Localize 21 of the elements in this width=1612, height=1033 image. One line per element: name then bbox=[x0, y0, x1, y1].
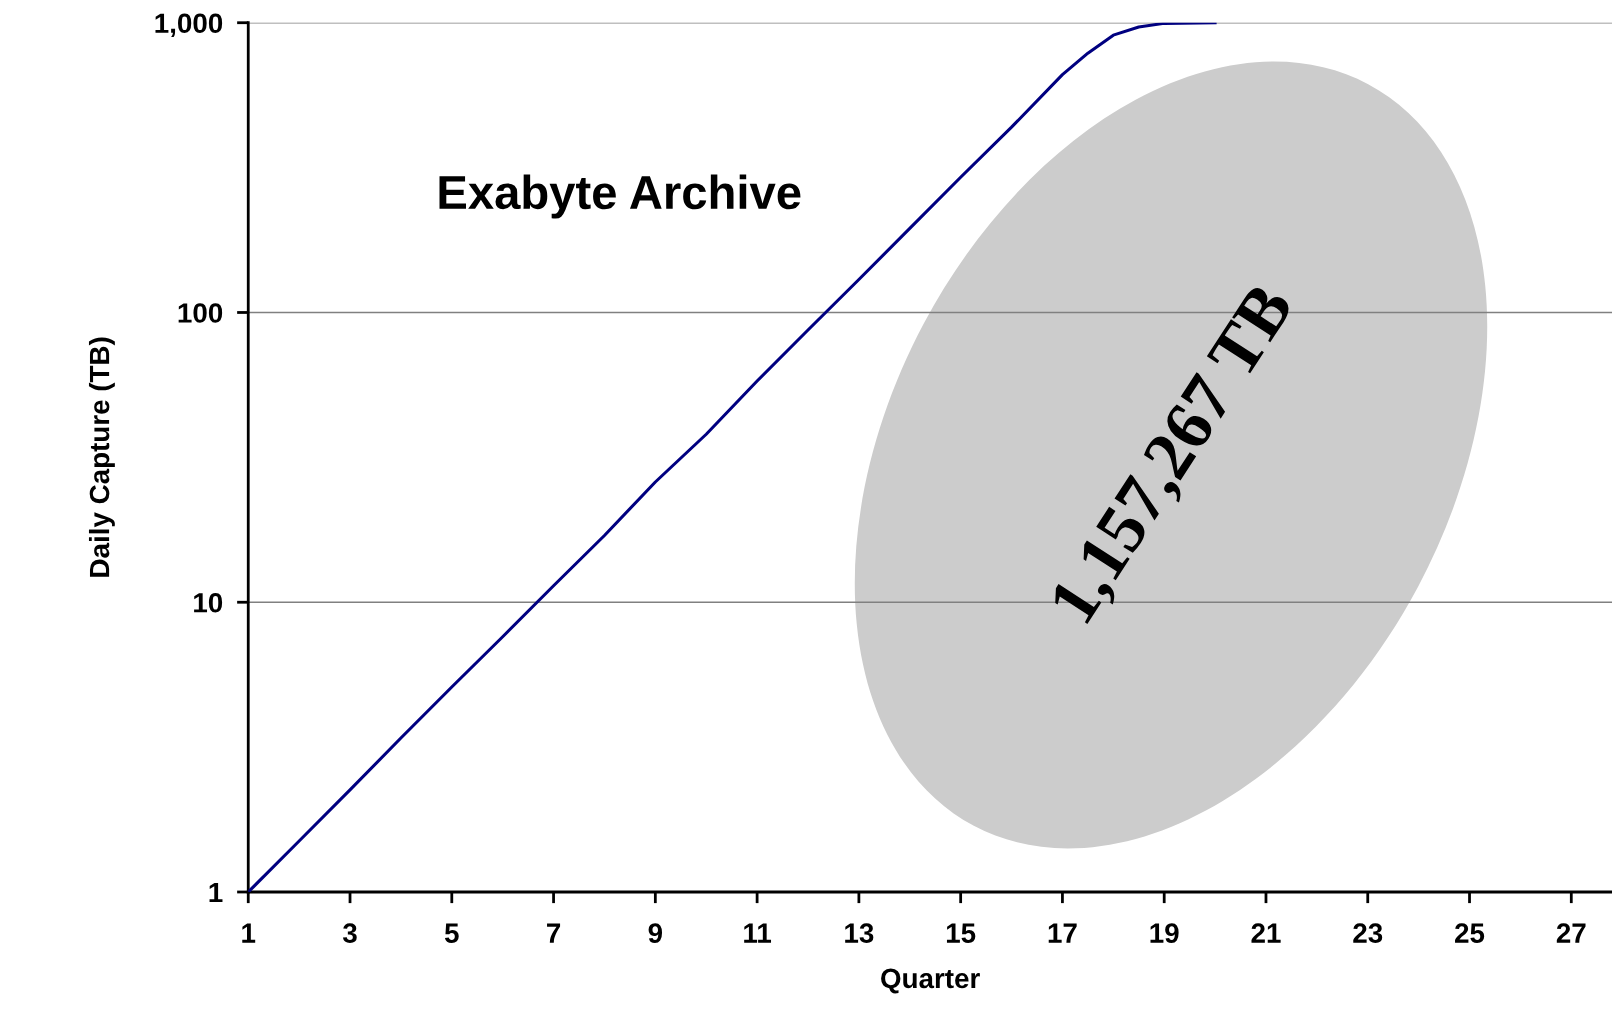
y-axis-title: Daily Capture (TB) bbox=[88, 337, 115, 577]
y-tick-label: 10 bbox=[194, 592, 223, 613]
x-tick-label: 3 bbox=[342, 923, 357, 943]
y-tick-label: 1,000 bbox=[155, 13, 223, 38]
x-tick-label: 21 bbox=[1251, 923, 1281, 943]
y-tick-label: 100 bbox=[178, 303, 223, 323]
x-tick-label: 23 bbox=[1353, 923, 1383, 943]
x-tick-label: 1 bbox=[242, 923, 256, 943]
y-tick-label: 1 bbox=[209, 882, 223, 903]
x-tick-label: 5 bbox=[444, 923, 459, 943]
x-tick-label: 9 bbox=[648, 923, 663, 943]
annotation: Exabyte Archive bbox=[439, 174, 801, 219]
x-tick-label: 25 bbox=[1455, 923, 1485, 943]
x-tick-label: 11 bbox=[744, 923, 772, 943]
x-tick-label: 19 bbox=[1150, 923, 1179, 943]
x-tick-label: 27 bbox=[1556, 923, 1586, 943]
x-tick-label: 13 bbox=[845, 923, 874, 943]
x-tick-label: 7 bbox=[547, 923, 561, 943]
x-axis-title: Quarter bbox=[881, 968, 980, 994]
x-tick-label: 17 bbox=[1048, 923, 1077, 943]
x-tick-label: 15 bbox=[946, 923, 976, 943]
